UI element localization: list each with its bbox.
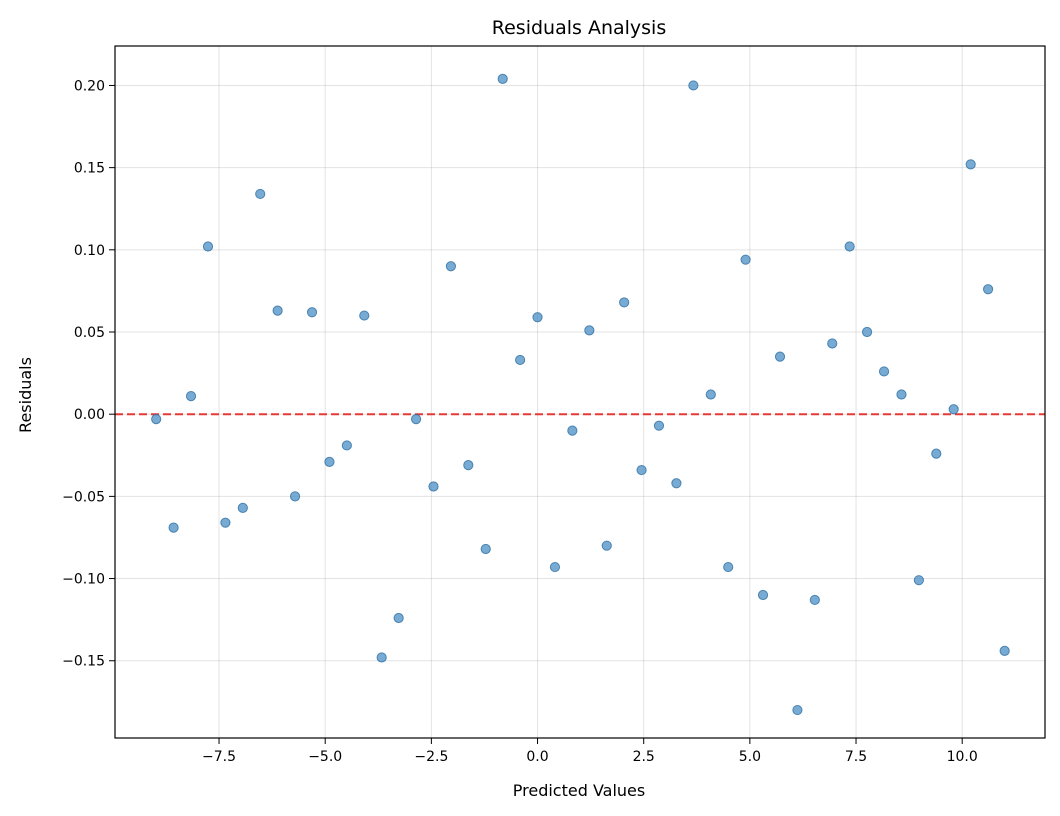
scatter-point bbox=[705, 389, 716, 400]
scatter-point bbox=[289, 491, 301, 502]
scatter-point bbox=[237, 502, 248, 513]
y-tick-label: 0.00 bbox=[74, 407, 105, 423]
scatter-point bbox=[445, 261, 457, 272]
x-tick-label: 0.0 bbox=[526, 749, 548, 765]
y-tick-label: 0.05 bbox=[74, 325, 105, 341]
scatter-point bbox=[220, 517, 231, 528]
scatter-point bbox=[151, 414, 162, 425]
x-axis-label: Predicted Values bbox=[513, 781, 645, 800]
scatter-point bbox=[428, 481, 439, 492]
scatter-point bbox=[324, 456, 335, 467]
x-tick-label: 10.0 bbox=[947, 749, 978, 765]
scatter-point bbox=[931, 448, 942, 459]
scatter-point bbox=[255, 188, 266, 200]
y-tick-label: 0.15 bbox=[74, 161, 105, 177]
x-tick-label: 5.0 bbox=[739, 749, 761, 765]
scatter-point bbox=[410, 414, 422, 425]
scatter-point bbox=[809, 594, 820, 606]
scatter-point bbox=[272, 305, 283, 316]
scatter-point bbox=[168, 522, 179, 533]
y-axis-ticks: −0.15 −0.10 −0.05 0.00 0.05 0.10 0.15 0.20 bbox=[62, 78, 115, 670]
scatter-point bbox=[306, 307, 318, 318]
scatter-point bbox=[601, 540, 612, 551]
scatter-point bbox=[861, 326, 873, 338]
y-tick-label: −0.10 bbox=[62, 572, 105, 588]
scatter-point bbox=[878, 366, 890, 377]
scatter-point bbox=[757, 589, 769, 601]
scatter-point bbox=[999, 645, 1010, 656]
scatter-point bbox=[584, 325, 595, 336]
y-tick-label: 0.20 bbox=[74, 78, 105, 94]
x-tick-label: 2.5 bbox=[633, 749, 655, 765]
x-tick-label: 7.5 bbox=[845, 749, 867, 765]
scatter-point bbox=[792, 704, 803, 716]
scatter-point bbox=[393, 612, 404, 624]
scatter-point bbox=[359, 310, 370, 321]
scatter-point bbox=[532, 312, 543, 323]
scatter-points bbox=[151, 73, 1010, 716]
scatter-point bbox=[688, 80, 699, 91]
y-tick-label: −0.05 bbox=[62, 489, 105, 505]
scatter-point bbox=[913, 575, 924, 586]
scatter-point bbox=[619, 297, 630, 308]
scatter-point bbox=[948, 404, 959, 415]
plot-frame bbox=[114, 45, 1046, 739]
y-tick-label: 0.10 bbox=[74, 243, 105, 259]
scatter-point bbox=[376, 652, 387, 663]
scatter-point bbox=[636, 464, 647, 476]
scatter-point bbox=[202, 241, 214, 252]
x-axis-ticks: −7.5 −5.0 −2.5 0.0 2.5 5.0 7.5 10.0 bbox=[202, 738, 978, 765]
y-axis-label: Residuals bbox=[16, 357, 35, 433]
scatter-point bbox=[341, 440, 352, 451]
y-tick-label: −0.15 bbox=[62, 654, 105, 670]
scatter-point bbox=[896, 389, 907, 400]
scatter-point bbox=[463, 460, 474, 471]
scatter-point bbox=[774, 351, 786, 362]
chart-title: Residuals Analysis bbox=[492, 17, 666, 39]
scatter-point bbox=[723, 561, 734, 573]
x-tick-label: −5.0 bbox=[308, 749, 342, 765]
scatter-point bbox=[497, 73, 508, 84]
grid-lines bbox=[115, 46, 1045, 738]
scatter-point bbox=[653, 420, 665, 431]
scatter-point bbox=[549, 561, 561, 573]
x-tick-label: −7.5 bbox=[202, 749, 236, 765]
scatter-point bbox=[740, 254, 751, 265]
scatter-point bbox=[567, 425, 578, 436]
scatter-point bbox=[965, 159, 976, 170]
scatter-point bbox=[515, 354, 526, 366]
scatter-point bbox=[480, 543, 491, 555]
scatter-point bbox=[982, 284, 994, 295]
x-tick-label: −2.5 bbox=[414, 749, 448, 765]
scatter-point bbox=[827, 338, 838, 349]
scatter-point bbox=[844, 241, 855, 252]
scatter-point bbox=[671, 478, 682, 489]
scatter-point bbox=[185, 391, 197, 402]
